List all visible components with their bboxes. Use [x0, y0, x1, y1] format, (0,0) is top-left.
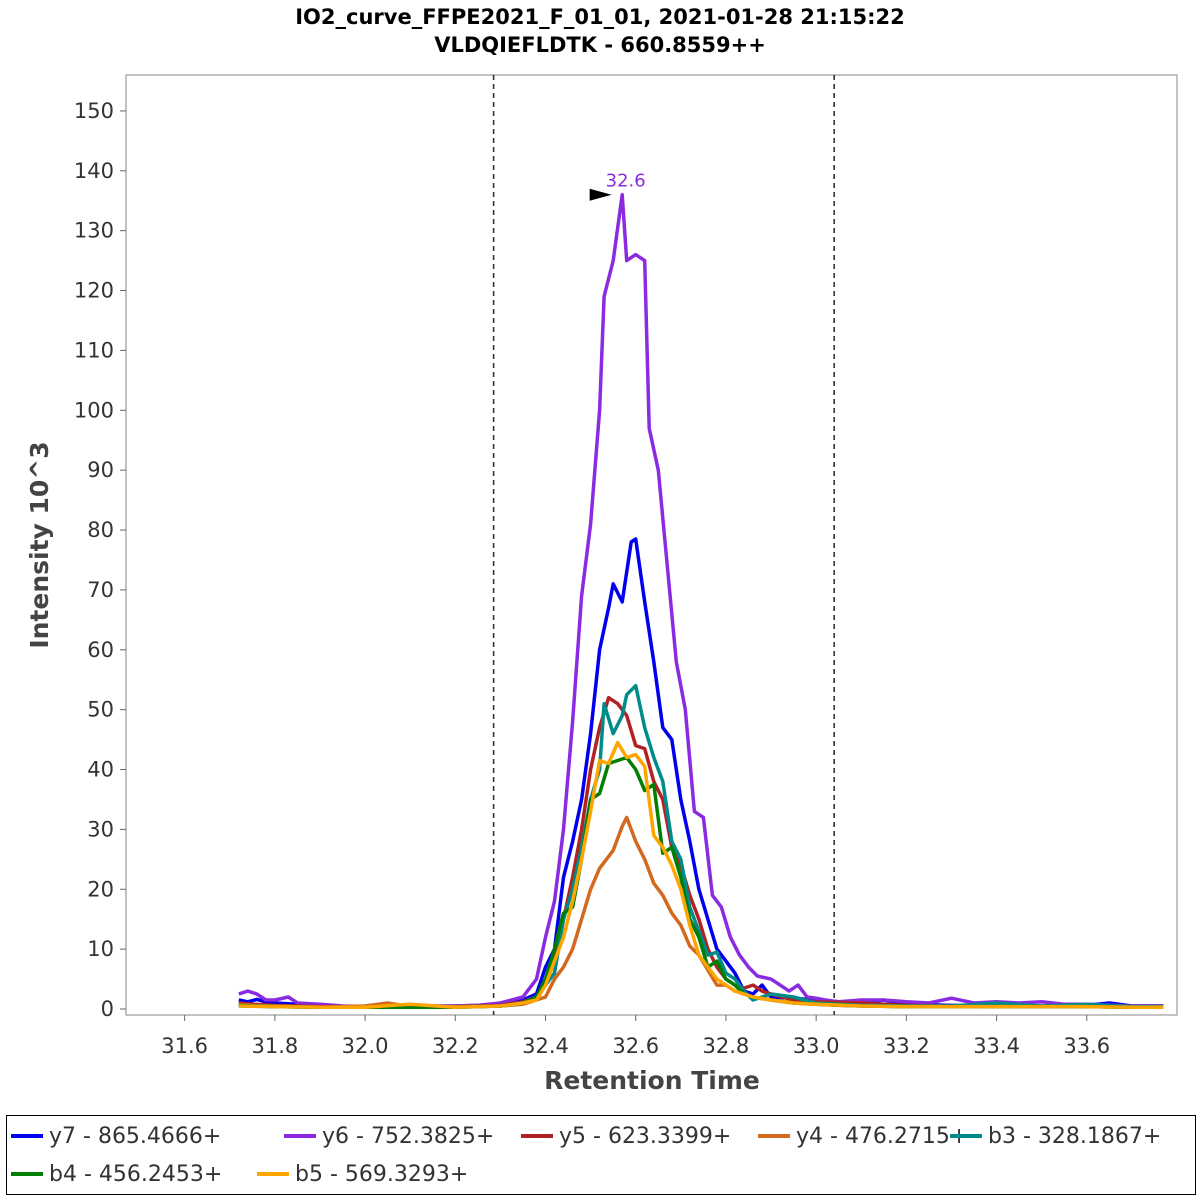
legend-item: b5 - 569.3293+ — [257, 1156, 468, 1192]
peak-annotation: 32.6 — [589, 171, 646, 201]
legend-label: b4 - 456.2453+ — [49, 1161, 223, 1187]
legend-item: b3 - 328.1867+ — [950, 1118, 1161, 1154]
x-axis-label: Retention Time — [544, 1066, 760, 1095]
y-tick-label: 90 — [87, 458, 114, 482]
chart-title: IO2_curve_FFPE2021_F_01_01, 2021-01-28 2… — [295, 5, 905, 29]
legend-swatch — [11, 1134, 43, 1138]
x-tick-label: 31.6 — [161, 1034, 208, 1058]
legend-item: y4 - 476.2715+ — [758, 1118, 968, 1154]
legend-swatch — [521, 1134, 553, 1138]
chart-subtitle: VLDQIEFLDTK - 660.8559++ — [434, 33, 766, 57]
peak-label: 32.6 — [606, 171, 646, 192]
y-tick-label: 140 — [74, 159, 114, 183]
x-tick-label: 32.6 — [612, 1034, 659, 1058]
y-tick-label: 70 — [87, 578, 114, 602]
y-tick-label: 80 — [87, 518, 114, 542]
x-tick-label: 32.4 — [522, 1034, 569, 1058]
legend-label: y6 - 752.3825+ — [322, 1123, 495, 1149]
y-tick-label: 50 — [87, 698, 114, 722]
legend: y7 - 865.4666+ y6 - 752.3825+ y5 - 623.339… — [6, 1115, 1196, 1195]
y-tick-label: 120 — [74, 279, 114, 303]
y-tick-label: 20 — [87, 877, 114, 901]
x-tick-label: 33.0 — [793, 1034, 840, 1058]
x-tick-label: 32.2 — [432, 1034, 479, 1058]
y-tick-label: 10 — [87, 937, 114, 961]
series-lines — [238, 192, 1164, 1009]
y-tick-label: 30 — [87, 817, 114, 841]
legend-label: y5 - 623.3399+ — [559, 1123, 732, 1149]
peak-boundaries — [492, 75, 835, 1015]
y-tick-label: 0 — [101, 997, 114, 1021]
x-tick-label: 32.0 — [342, 1034, 389, 1058]
x-tick-label: 33.4 — [973, 1034, 1020, 1058]
legend-item: y7 - 865.4666+ — [11, 1118, 221, 1154]
y-axis-label: Intensity 10^3 — [25, 441, 54, 648]
y-tick-label: 40 — [87, 758, 114, 782]
x-axis: 31.6 31.8 32.0 32.2 32.4 32.6 32.8 33.0 33.2 33.4… — [161, 1015, 1110, 1058]
chromatogram-chart: IO2_curve_FFPE2021_F_01_01, 2021-01-28 2… — [25, 5, 1178, 1095]
legend-label: y4 - 476.2715+ — [796, 1123, 969, 1149]
y-tick-label: 110 — [74, 338, 114, 362]
legend-swatch — [950, 1134, 982, 1138]
x-tick-label: 32.8 — [703, 1034, 750, 1058]
x-tick-label: 31.8 — [251, 1034, 298, 1058]
plot-area — [125, 74, 1178, 1016]
x-tick-label: 33.6 — [1063, 1034, 1110, 1058]
y-tick-label: 100 — [74, 398, 114, 422]
legend-item: y5 - 623.3399+ — [521, 1118, 731, 1154]
legend-swatch — [11, 1172, 43, 1176]
legend-item: y6 - 752.3825+ — [284, 1118, 494, 1154]
y-tick-label: 60 — [87, 638, 114, 662]
legend-label: y7 - 865.4666+ — [49, 1123, 222, 1149]
legend-label: b3 - 328.1867+ — [988, 1123, 1162, 1149]
legend-swatch — [284, 1134, 316, 1138]
legend-swatch — [758, 1134, 790, 1138]
legend-swatch — [257, 1172, 289, 1176]
y-tick-label: 150 — [74, 99, 114, 123]
y-axis: 0 10 20 30 40 50 60 70 80 90 100 110 120 130 140 150 — [74, 99, 126, 1021]
peak-arrow-icon — [589, 188, 612, 201]
legend-label: b5 - 569.3293+ — [295, 1161, 469, 1187]
legend-item: b4 - 456.2453+ — [11, 1156, 222, 1192]
y-tick-label: 130 — [74, 219, 114, 243]
x-tick-label: 33.2 — [883, 1034, 930, 1058]
series-line — [238, 740, 1164, 1009]
